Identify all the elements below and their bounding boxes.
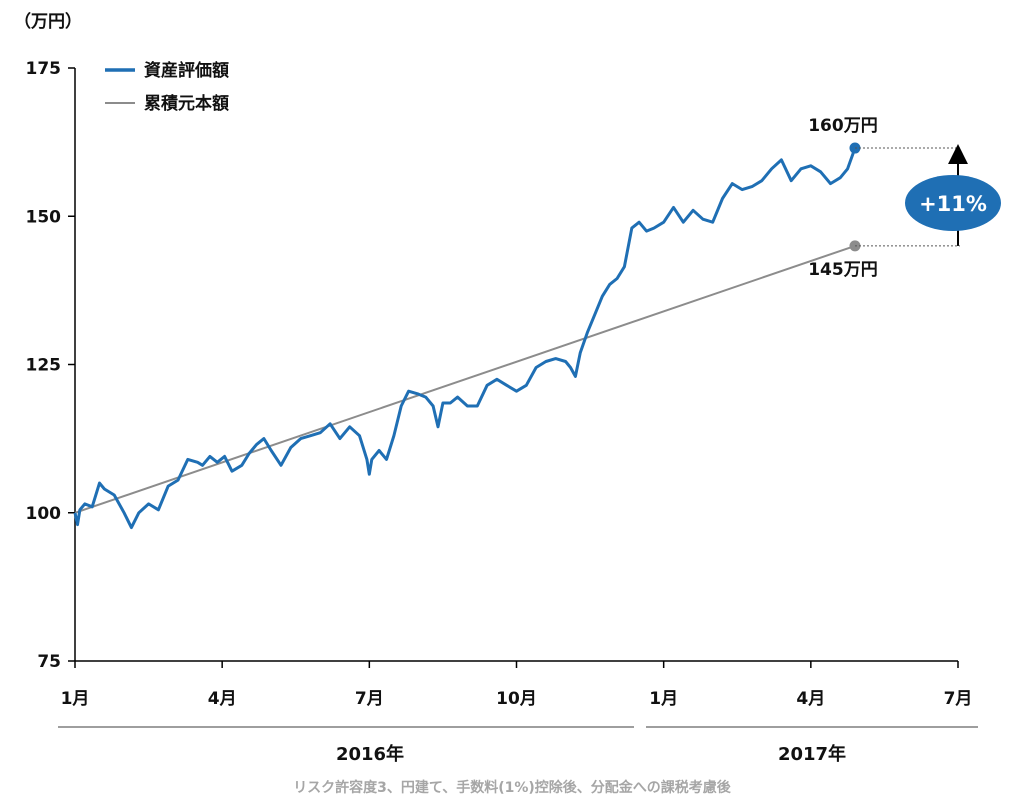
y-tick-label: 175 [26,59,62,79]
y-axis-unit-label: （万円） [14,11,82,32]
x-tick-label: 7月 [944,689,973,709]
legend: 資産評価額 累積元本額 [105,60,229,114]
y-axis-ticks: 75 100 125 150 175 [26,59,75,672]
x-tick-label: 4月 [208,689,237,709]
y-tick-label: 75 [37,652,61,672]
x-axis-ticks: 1月 4月 7月 10月 1月 4月 7月 [61,661,973,709]
gain-badge-label: +11% [919,192,987,216]
y-tick-label: 150 [26,207,62,227]
x-tick-label: 1月 [61,689,90,709]
x-tick-label: 7月 [355,689,384,709]
x-tick-label: 4月 [796,689,825,709]
series-line-principal [74,244,856,514]
asset-end-value-label: 160万円 [808,116,878,136]
year-label-2016: 2016年 [336,743,404,765]
principal-end-value-label: 145万円 [808,260,878,280]
legend-label-principal: 累積元本額 [144,93,229,114]
legend-label-asset: 資産評価額 [144,60,229,81]
x-tick-label: 10月 [496,689,537,709]
y-tick-label: 125 [26,356,62,376]
gain-badge [905,175,1001,231]
year-label-2017: 2017年 [778,743,846,765]
y-tick-label: 100 [26,504,62,524]
series-line-asset [73,147,857,530]
x-tick-label: 1月 [649,689,678,709]
footnote: リスク許容度3、円建て、手数料(1%)控除後、分配金への課税考慮後 [293,779,732,796]
